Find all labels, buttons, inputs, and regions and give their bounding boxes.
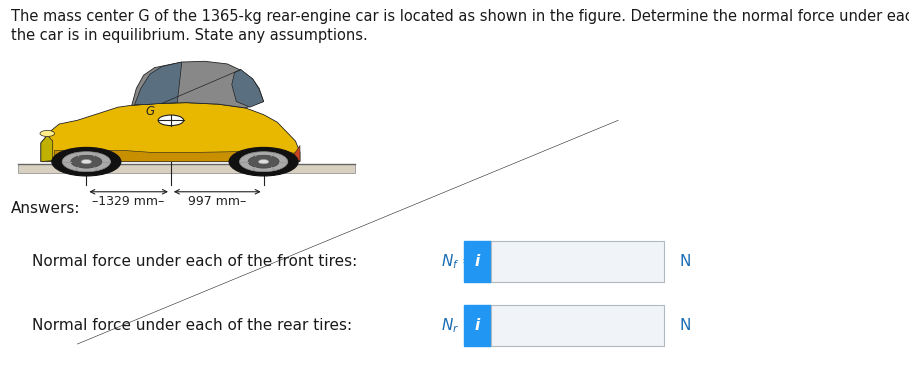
Text: the car is in equilibrium. State any assumptions.: the car is in equilibrium. State any ass… bbox=[11, 28, 367, 43]
Polygon shape bbox=[135, 62, 182, 105]
Circle shape bbox=[62, 152, 111, 172]
FancyBboxPatch shape bbox=[18, 164, 355, 173]
Polygon shape bbox=[132, 61, 264, 108]
Polygon shape bbox=[291, 146, 300, 161]
Polygon shape bbox=[55, 150, 295, 162]
Circle shape bbox=[258, 159, 269, 164]
Polygon shape bbox=[232, 70, 264, 107]
Circle shape bbox=[239, 152, 288, 172]
Circle shape bbox=[248, 155, 279, 168]
Text: i: i bbox=[474, 318, 480, 333]
FancyBboxPatch shape bbox=[464, 305, 491, 346]
Text: N: N bbox=[680, 254, 692, 269]
Circle shape bbox=[71, 155, 102, 168]
Text: i: i bbox=[474, 254, 480, 269]
Text: The mass center G of the 1365-kg rear-engine car is located as shown in the figu: The mass center G of the 1365-kg rear-en… bbox=[11, 9, 909, 24]
Polygon shape bbox=[41, 135, 53, 162]
Text: Answers:: Answers: bbox=[11, 201, 80, 216]
Text: G: G bbox=[145, 105, 155, 118]
Text: 997 mm–: 997 mm– bbox=[188, 195, 246, 208]
Text: $N_f$ =: $N_f$ = bbox=[441, 252, 474, 271]
FancyBboxPatch shape bbox=[464, 241, 491, 282]
Circle shape bbox=[52, 147, 121, 176]
Text: –1329 mm–: –1329 mm– bbox=[93, 195, 165, 208]
Circle shape bbox=[81, 159, 92, 164]
Circle shape bbox=[40, 130, 55, 136]
Circle shape bbox=[158, 115, 184, 126]
FancyBboxPatch shape bbox=[491, 305, 664, 346]
Text: $N_r$ =: $N_r$ = bbox=[441, 316, 475, 335]
Text: Normal force under each of the front tires:: Normal force under each of the front tir… bbox=[32, 254, 357, 269]
Text: N: N bbox=[680, 318, 692, 333]
Circle shape bbox=[229, 147, 298, 176]
FancyBboxPatch shape bbox=[491, 241, 664, 282]
Polygon shape bbox=[41, 103, 300, 162]
Text: Normal force under each of the rear tires:: Normal force under each of the rear tire… bbox=[32, 318, 352, 333]
